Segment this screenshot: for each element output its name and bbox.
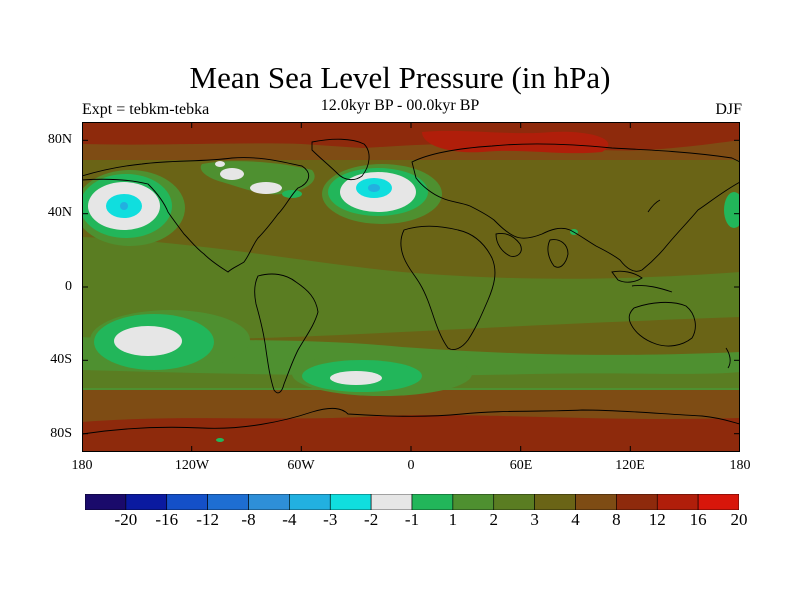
colorbar-swatch-6 <box>329 494 372 510</box>
map-svg <box>82 122 740 452</box>
xtick-60e: 60E <box>509 458 533 473</box>
title: Mean Sea Level Pressure (in hPa) <box>189 60 611 95</box>
s-pacific-low <box>90 310 250 370</box>
colorbar-swatch-15 <box>697 494 739 510</box>
coastlines <box>82 138 740 435</box>
xtick-120w: 120W <box>174 458 210 473</box>
colorbar-swatch-3 <box>207 494 249 510</box>
colorbar-swatch-4 <box>248 494 290 510</box>
xtick-180e: 180 <box>729 458 751 473</box>
colorbar-label-1: -16 <box>155 510 179 529</box>
tick-marks <box>82 122 740 452</box>
ytick-80s: 80S <box>50 426 72 441</box>
colorbar-label-6: -2 <box>364 510 379 529</box>
tropical-band <box>82 237 740 340</box>
ytick-40n: 40N <box>47 205 72 220</box>
ytick-40s: 40S <box>50 352 72 367</box>
colorbar-swatch-2 <box>166 494 208 510</box>
colorbar-swatch-10 <box>493 494 535 510</box>
xtick-120e: 120E <box>615 458 645 473</box>
colorbar-label-12: 8 <box>612 510 621 529</box>
colorbar-label-8: 1 <box>448 510 458 529</box>
colorbar-label-15: 20 <box>730 510 748 529</box>
colorbar-swatch-12 <box>575 494 617 510</box>
ytick-80n: 80N <box>47 132 72 147</box>
xtick-180w: 180 <box>71 458 93 473</box>
east-pacific-green <box>724 192 740 228</box>
xtick-0: 0 <box>407 458 415 473</box>
map-panel <box>82 122 740 452</box>
colorbar-label-3: -8 <box>241 510 256 529</box>
subtitle-left: Expt = tebkm-tebka <box>82 101 210 118</box>
s-atlantic-low <box>292 352 472 396</box>
colorbar-label-11: 4 <box>571 510 580 529</box>
colorbar-label-14: 16 <box>689 510 707 529</box>
colorbar-label-9: 2 <box>489 510 499 529</box>
ytick-0: 0 <box>65 279 72 294</box>
colorbar-label-13: 12 <box>648 510 666 529</box>
colorbar-swatch-9 <box>452 494 495 510</box>
colorbar-label-2: -12 <box>196 510 219 529</box>
subtitle-right: DJF <box>715 101 742 118</box>
colorbar-swatch-0 <box>85 494 127 510</box>
antarctic-green-dot <box>216 438 224 442</box>
xtick-60w: 60W <box>287 458 315 473</box>
colorbar <box>85 494 739 510</box>
subtitle-center: 12.0kyr BP - 00.0kyr BP <box>320 97 480 114</box>
n-atlantic-low <box>322 164 442 224</box>
colorbar-label-0: -20 <box>114 510 138 529</box>
colorbar-swatch-5 <box>289 494 331 510</box>
colorbar-label-4: -4 <box>282 510 297 529</box>
colorbar-swatch-1 <box>125 494 168 510</box>
arctic-canada-lows <box>200 161 315 198</box>
siberia-high-region <box>422 130 609 154</box>
antarctic-high-region <box>82 415 740 452</box>
n-pacific-low <box>82 170 185 246</box>
colorbar-label-7: -1 <box>404 510 420 529</box>
colorbar-swatch-7 <box>370 494 413 510</box>
colorbar-swatch-8 <box>411 494 454 510</box>
colorbar-swatch-13 <box>616 494 658 510</box>
colorbar-swatch-14 <box>656 494 699 510</box>
colorbar-label-5: -3 <box>323 510 338 529</box>
colorbar-swatch-11 <box>534 494 576 510</box>
colorbar-label-10: 3 <box>530 510 539 529</box>
